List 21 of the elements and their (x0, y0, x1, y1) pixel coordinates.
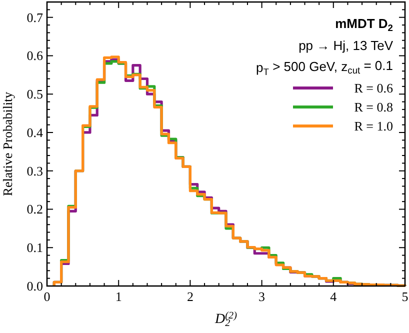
legend-label: R = 0.6 (354, 80, 394, 96)
x-tick-label: 0 (44, 289, 50, 304)
x-tick-label: 5 (402, 289, 408, 304)
y-tick-label: 0.3 (26, 163, 43, 178)
x-tick-label: 2 (186, 289, 194, 304)
y-tick-label: 0.4 (26, 124, 44, 140)
legend-label: R = 1.0 (354, 118, 393, 134)
x-tick-label: 1 (115, 289, 122, 304)
x-tick-label: 4 (330, 289, 338, 304)
y-tick-label: 0.1 (26, 240, 43, 256)
x-tick-label: 3 (258, 289, 266, 304)
y-tick-label: 0.7 (26, 10, 44, 25)
annotation: pp → Hj, 13 TeV (298, 38, 394, 53)
annotation: p$_{T}$ > 500 GeV, z$_{cut}$ = 0.1 (256, 58, 393, 77)
y-tick-label: 0.2 (26, 202, 43, 217)
y-tick-label: 0.5 (26, 86, 43, 102)
y-tick-label: 0.0 (26, 278, 43, 294)
y-axis-title: Relative Probability (0, 91, 15, 196)
annotation: mMDT D$_{2}$ (335, 16, 393, 33)
y-tick-label: 0.6 (26, 48, 44, 64)
legend-label: R = 0.8 (354, 100, 393, 114)
